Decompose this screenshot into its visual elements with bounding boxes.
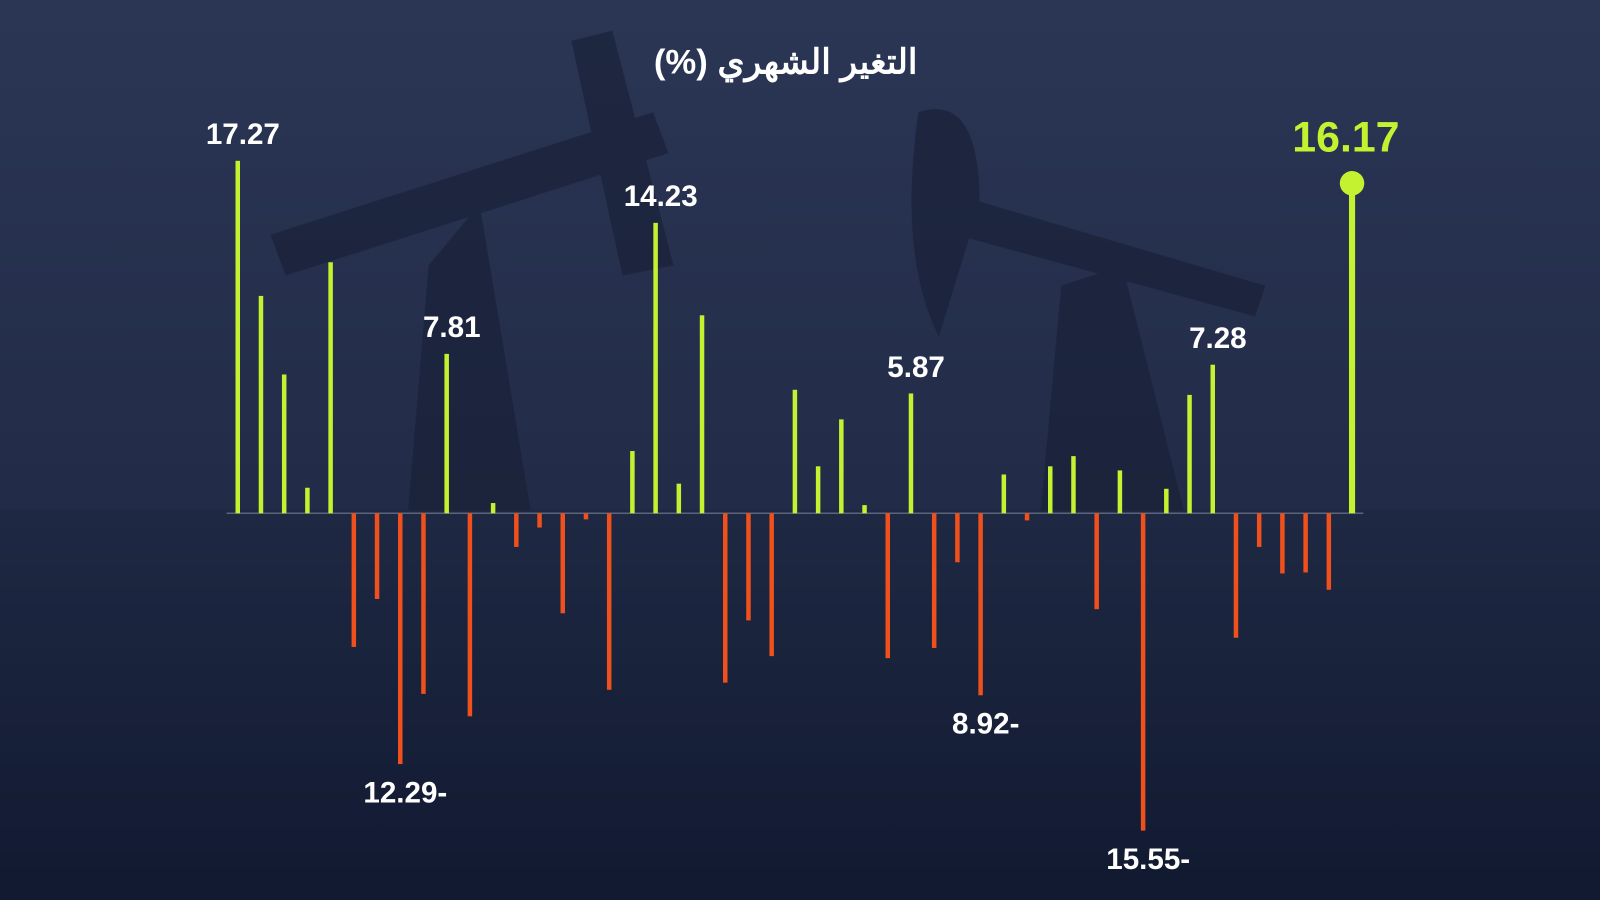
bar — [839, 419, 844, 514]
bar — [723, 513, 728, 683]
bar — [1094, 513, 1099, 610]
bar — [1024, 513, 1030, 521]
bar — [792, 389, 798, 514]
bar — [1048, 466, 1053, 514]
bar — [1280, 513, 1285, 574]
bar — [746, 513, 751, 621]
bar — [583, 513, 589, 520]
highlight-dot — [1339, 171, 1365, 196]
bar — [606, 513, 612, 690]
bar — [908, 393, 914, 514]
value-label: 7.81 — [423, 311, 481, 344]
bar — [978, 513, 983, 696]
bar — [1071, 456, 1076, 514]
bar — [235, 160, 240, 514]
bar — [1140, 513, 1146, 831]
bar — [444, 353, 449, 514]
bar — [1233, 513, 1239, 638]
bar — [281, 374, 287, 514]
bar — [699, 315, 705, 514]
bar — [1001, 474, 1007, 514]
bar — [815, 466, 821, 514]
value-label: 8.92- — [952, 708, 1019, 741]
bar — [258, 295, 264, 514]
subtitle: التغير الشهري (%) — [654, 43, 918, 83]
value-label: 7.28 — [1189, 322, 1247, 355]
bar — [514, 513, 519, 547]
value-label: 17.27 — [206, 118, 280, 151]
bar — [769, 513, 774, 657]
bar — [1303, 513, 1308, 573]
bar — [351, 513, 357, 647]
pumpjack-silhouette — [0, 30, 1600, 900]
bar — [537, 513, 542, 528]
bar — [1348, 183, 1356, 514]
bar — [1117, 470, 1123, 514]
bar — [1164, 488, 1169, 514]
bar — [931, 513, 937, 648]
bar — [421, 513, 426, 694]
bar — [1210, 364, 1216, 514]
bar — [1187, 394, 1192, 514]
bar — [398, 513, 403, 765]
bar — [630, 451, 635, 514]
value-label: 12.29- — [363, 777, 447, 810]
bar — [885, 513, 890, 659]
bar — [560, 513, 565, 614]
value-label: 15.55- — [1106, 843, 1190, 876]
bar — [955, 513, 960, 563]
value-label: 14.23 — [624, 180, 698, 213]
bar — [1256, 513, 1262, 547]
bar — [676, 483, 682, 514]
value-label: 5.87 — [887, 351, 945, 384]
bar — [467, 513, 473, 717]
value-label: 16.17 — [1292, 114, 1399, 162]
bar — [1326, 513, 1332, 590]
bar — [328, 262, 333, 514]
bar — [374, 513, 380, 599]
bar — [653, 222, 658, 514]
bar — [490, 503, 496, 514]
bar — [862, 505, 867, 514]
bar — [305, 487, 310, 514]
